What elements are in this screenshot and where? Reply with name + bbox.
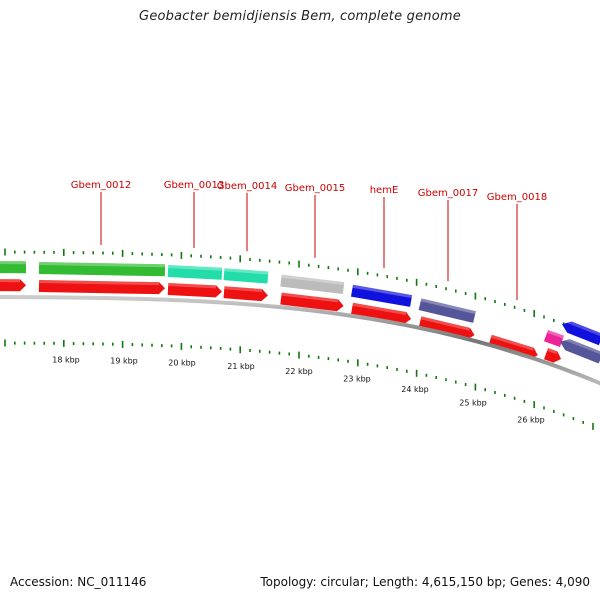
cds-arrow-body xyxy=(280,292,344,312)
cog-rect xyxy=(38,262,166,277)
cog-block xyxy=(280,274,345,294)
cog-block xyxy=(38,262,166,277)
cog-block xyxy=(350,284,413,307)
reverse-gene-feature xyxy=(560,337,600,364)
cds-arrow-highlight xyxy=(281,292,339,303)
cds-arrow-body xyxy=(350,302,412,324)
cog-highlight xyxy=(39,262,166,268)
cog-rect xyxy=(167,265,223,280)
gene-label: Gbem_0015 xyxy=(285,183,345,194)
gene-label: Gbem_0012 xyxy=(71,180,131,191)
cog-highlight xyxy=(547,329,565,339)
forward-cds-arrow xyxy=(488,334,538,360)
forward-cds-arrow xyxy=(0,279,26,292)
accession-text: Accession: NC_011146 xyxy=(10,575,147,589)
reverse-cds-arrow xyxy=(560,339,600,364)
gene-label: Gbem_0017 xyxy=(418,188,478,199)
cog-block xyxy=(223,268,269,284)
cds-arrow-highlight xyxy=(168,283,217,289)
gene-label: Gbem_0018 xyxy=(487,192,547,203)
cog-highlight xyxy=(224,268,269,275)
cog-block xyxy=(167,265,223,280)
gene-label: Gbem_0013 xyxy=(164,180,224,191)
cds-feature-ring xyxy=(0,279,562,363)
gene-label: hemE xyxy=(370,185,399,196)
forward-cds-arrow xyxy=(167,283,222,298)
cds-arrow-body xyxy=(167,283,222,298)
scale-tick-label: 21 kbp xyxy=(227,362,255,371)
scale-tick-label: 23 kbp xyxy=(343,375,371,384)
backbone-line xyxy=(0,294,600,386)
cog-highlight xyxy=(0,261,27,265)
cog-block xyxy=(0,261,27,274)
cds-arrow-body xyxy=(223,286,268,302)
inner-tick-ring xyxy=(4,339,594,430)
forward-cds-arrow xyxy=(38,280,165,295)
scale-tick-label: 25 kbp xyxy=(459,398,487,407)
map-title: Geobacter bemidjiensis Bem, complete gen… xyxy=(139,9,461,24)
cog-block xyxy=(418,298,476,323)
cds-arrow-body xyxy=(38,280,165,295)
scale-tick-label: 18 kbp xyxy=(52,356,80,365)
forward-cds-arrow xyxy=(418,316,475,340)
outer-tick-ring xyxy=(4,248,594,339)
cog-highlight xyxy=(168,265,223,271)
backbone-ring xyxy=(0,294,600,386)
cog-rect xyxy=(350,284,413,307)
forward-cds-arrow xyxy=(280,292,344,312)
scale-label-ring: 18 kbp 19 kbp 20 kbp 21 kbp 22 kbp 23 kbp 24 k… xyxy=(52,356,545,425)
cog-rect xyxy=(418,298,476,323)
cog-highlight xyxy=(420,298,476,315)
scale-tick-label: 26 kbp xyxy=(517,416,545,425)
cds-arrow-body xyxy=(543,347,562,363)
forward-cds-arrow xyxy=(223,286,268,302)
cog-rect xyxy=(0,261,27,274)
scale-tick-label: 19 kbp xyxy=(110,356,138,365)
cog-highlight xyxy=(352,284,413,299)
cog-feature-ring xyxy=(0,261,565,347)
forward-cds-arrow xyxy=(350,302,412,324)
cog-highlight xyxy=(281,274,345,286)
forward-cds-arrow xyxy=(543,347,562,363)
gene-label: Gbem_0014 xyxy=(217,181,277,192)
scale-tick-label: 20 kbp xyxy=(168,358,196,367)
scale-tick-label: 22 kbp xyxy=(285,367,313,376)
cog-rect xyxy=(543,329,565,347)
cds-arrow-highlight xyxy=(224,286,263,293)
reverse-cds-highlight xyxy=(564,337,600,356)
reverse-gene-feature xyxy=(562,320,600,346)
cds-arrow-body xyxy=(418,316,475,340)
cds-arrow-highlight xyxy=(420,316,471,331)
cog-rect xyxy=(280,274,345,294)
cds-arrow-highlight xyxy=(547,347,558,355)
genome-summary-text: Topology: circular; Length: 4,615,150 bp… xyxy=(260,575,590,589)
cds-arrow-highlight xyxy=(39,280,160,286)
reverse-strand-ring xyxy=(560,320,600,364)
cog-block xyxy=(543,329,565,347)
cds-arrow-highlight xyxy=(352,302,407,316)
cds-arrow-highlight xyxy=(490,334,534,351)
scale-tick-label: 24 kbp xyxy=(401,385,429,394)
reverse-cds-arrow xyxy=(562,321,600,346)
cog-rect xyxy=(223,268,269,284)
cds-arrow-body xyxy=(0,279,26,292)
reverse-cds-highlight xyxy=(566,320,600,337)
cds-arrow-body xyxy=(488,334,538,360)
cds-arrow-highlight xyxy=(0,279,21,283)
